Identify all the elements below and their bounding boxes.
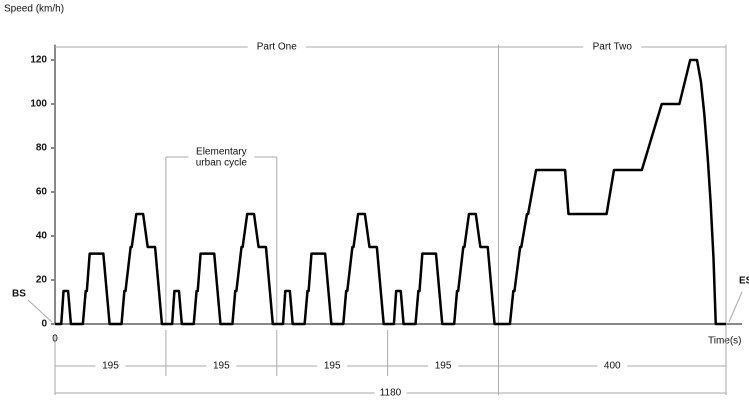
- subcycle-label: urban cycle: [196, 158, 248, 169]
- y-tick-label: 60: [36, 187, 48, 198]
- label-gap: [428, 359, 459, 373]
- segment-label: 195: [102, 361, 119, 372]
- end-label: ES: [739, 276, 749, 287]
- segment-label: 400: [604, 361, 621, 372]
- x-tick-label: 0: [52, 334, 58, 345]
- segment-label: 195: [435, 361, 452, 372]
- label-gap: [206, 359, 237, 373]
- start-label: BS: [12, 289, 26, 300]
- label-gap: [95, 359, 126, 373]
- y-tick-label: 80: [36, 143, 48, 154]
- speed-line: [55, 58, 726, 326]
- start-pointer: [27, 299, 53, 323]
- label-gap: [247, 40, 306, 54]
- y-tick-label: 100: [30, 99, 47, 110]
- end-pointer: [728, 291, 743, 323]
- segment-label: 195: [213, 361, 230, 372]
- part-label: Part Two: [593, 42, 633, 53]
- x-axis-label: Time(s): [708, 336, 742, 347]
- y-tick-label: 40: [36, 231, 48, 242]
- label-gap: [597, 359, 628, 373]
- y-tick-label: 120: [30, 55, 47, 66]
- label-gap: [188, 156, 255, 170]
- label-gap: [583, 40, 642, 54]
- y-tick-label: 20: [36, 275, 48, 286]
- total-label: 1180: [380, 388, 402, 399]
- part-label: Part One: [257, 42, 297, 53]
- subcycle-label: Elementary: [196, 147, 247, 158]
- label-gap: [374, 386, 407, 400]
- label-gap: [317, 359, 348, 373]
- y-axis-label: Speed (km/h): [4, 4, 64, 15]
- y-tick-label: 0: [41, 319, 47, 330]
- segment-label: 195: [324, 361, 341, 372]
